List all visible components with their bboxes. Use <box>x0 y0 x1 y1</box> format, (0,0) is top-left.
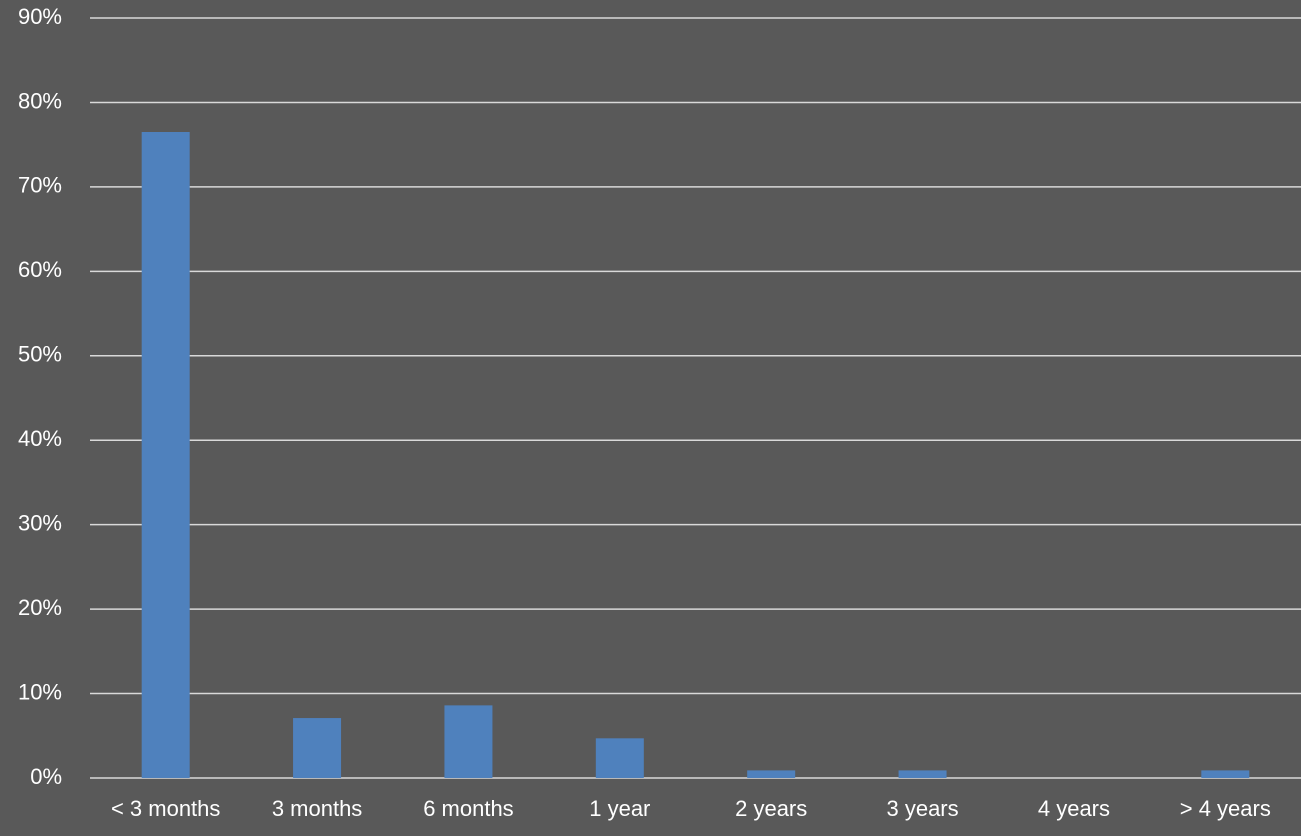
x-category-label: 3 months <box>272 796 363 821</box>
bar-3 <box>595 738 644 778</box>
x-category-label: 1 year <box>589 796 650 821</box>
bar-2 <box>444 705 493 778</box>
y-tick-label: 60% <box>18 257 62 282</box>
y-tick-label: 40% <box>18 426 62 451</box>
x-category-label: 4 years <box>1038 796 1110 821</box>
x-category-label: 6 months <box>423 796 514 821</box>
x-axis-category-labels: < 3 months 3 months 6 months 1 year 2 years 3… <box>111 796 1271 821</box>
y-tick-label: 10% <box>18 679 62 704</box>
bar-1 <box>293 718 342 778</box>
y-tick-label: 80% <box>18 88 62 113</box>
y-tick-label: 50% <box>18 342 62 367</box>
bar-5 <box>898 770 947 778</box>
x-category-label: 3 years <box>886 796 958 821</box>
bar-4 <box>747 770 796 778</box>
y-tick-label: 30% <box>18 510 62 535</box>
x-category-label: 2 years <box>735 796 807 821</box>
bar-series <box>141 132 1250 778</box>
gridlines <box>90 17 1301 779</box>
y-tick-label: 70% <box>18 173 62 198</box>
y-tick-label: 0% <box>30 764 62 789</box>
bar-7 <box>1201 770 1250 778</box>
x-category-label: > 4 years <box>1180 796 1271 821</box>
y-tick-label: 90% <box>18 4 62 29</box>
bar-0 <box>141 132 190 778</box>
y-axis-tick-labels: 0% 10% 20% 30% 40% 50% 60% 70% 80% 90% <box>18 4 62 789</box>
y-tick-label: 20% <box>18 595 62 620</box>
x-category-label: < 3 months <box>111 796 220 821</box>
